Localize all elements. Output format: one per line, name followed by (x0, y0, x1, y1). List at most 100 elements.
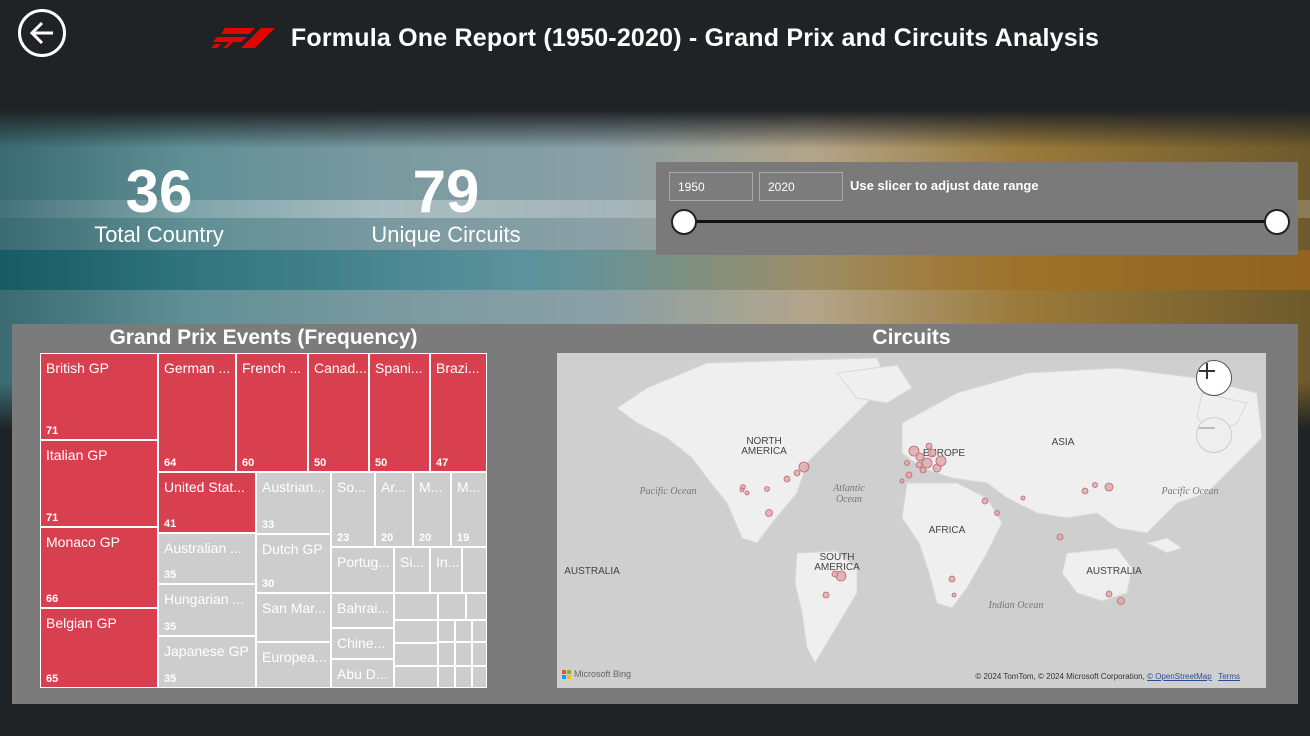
treemap-tile[interactable]: Canad... 50 (308, 353, 369, 472)
treemap-tile[interactable] (462, 547, 487, 593)
continent-label: AFRICA (928, 525, 966, 536)
tile-label: United Stat... (164, 479, 245, 495)
treemap-tile[interactable]: British GP 71 (40, 353, 158, 440)
tile-label: In... (436, 554, 460, 570)
treemap-tile[interactable]: United Stat... 41 (158, 472, 256, 533)
treemap-tile[interactable]: Austrian... 33 (256, 472, 331, 534)
tile-value: 71 (46, 512, 59, 524)
treemap-tile[interactable] (472, 642, 487, 666)
slider-start-handle[interactable] (671, 209, 697, 235)
kpi-value: 79 (412, 158, 480, 225)
treemap-tile[interactable]: Hungarian ... 35 (158, 584, 256, 636)
treemap-tile[interactable] (394, 593, 438, 620)
treemap-tile[interactable]: Belgian GP 65 (40, 608, 158, 688)
treemap-tile[interactable] (438, 666, 455, 688)
back-button[interactable] (18, 9, 66, 57)
bing-attribution: Microsoft Bing (562, 669, 631, 679)
treemap-tile[interactable] (438, 642, 455, 666)
tile-label: Bahrai... (337, 600, 390, 616)
ocean-label: Indian Ocean (988, 600, 1044, 611)
back-arrow-icon (29, 21, 53, 45)
tile-value: 30 (262, 578, 275, 590)
treemap-tile[interactable]: Spani... 50 (369, 353, 430, 472)
tile-label: French ... (242, 360, 302, 376)
treemap-tile[interactable] (394, 643, 438, 666)
tile-value: 19 (457, 532, 470, 544)
treemap-tile[interactable]: Brazi... 47 (430, 353, 487, 472)
kpi-value: 36 (125, 158, 193, 225)
tile-value: 71 (46, 425, 59, 437)
tile-label: So... (337, 479, 366, 495)
tile-value: 64 (164, 457, 177, 469)
treemap-tile[interactable] (438, 593, 466, 620)
treemap-tile[interactable]: In... (430, 547, 462, 593)
treemap-tile[interactable]: Bahrai... (331, 593, 394, 628)
treemap-tile[interactable] (394, 666, 438, 688)
zoom-out-button[interactable] (1196, 417, 1232, 453)
treemap-tile[interactable]: Chine... (331, 628, 394, 659)
tile-value: 47 (436, 457, 449, 469)
minus-icon (1199, 427, 1215, 429)
tile-label: Monaco GP (46, 534, 120, 550)
tile-label: Europea... (262, 649, 327, 665)
end-year-input[interactable]: 2020 (759, 172, 843, 201)
treemap-tile[interactable]: Australian ... 35 (158, 533, 256, 584)
continent-label: EUROPE (922, 448, 966, 459)
tile-value: 50 (314, 457, 327, 469)
kpi-label: Unique Circuits (371, 222, 521, 247)
treemap-tile[interactable]: Abu D... (331, 659, 394, 688)
continent-label: AUSTRALIA (1086, 566, 1142, 577)
treemap-tile[interactable] (455, 620, 472, 642)
treemap-tile[interactable] (455, 642, 472, 666)
tile-value: 66 (46, 593, 59, 605)
treemap-tile[interactable]: French ... 60 (236, 353, 308, 472)
treemap-tile[interactable]: Italian GP 71 (40, 440, 158, 527)
treemap-tile[interactable]: So... 23 (331, 472, 375, 547)
treemap-tile[interactable]: Si... (394, 547, 430, 593)
terms-link[interactable]: Terms (1218, 672, 1240, 681)
treemap-tile[interactable]: Japanese GP 35 (158, 636, 256, 688)
kpi-unique-circuits: 79 Unique Circuits (356, 162, 536, 248)
tile-value: 20 (381, 532, 394, 544)
start-year-input[interactable]: 1950 (669, 172, 753, 201)
ocean-label: Pacific Ocean (1161, 486, 1219, 497)
treemap-tile[interactable] (394, 620, 438, 643)
microsoft-logo-icon (562, 669, 571, 679)
continent-label: NORTH AMERICA (741, 436, 787, 457)
treemap-tile[interactable] (438, 620, 455, 642)
tile-value: 33 (262, 519, 275, 531)
page-header: Formula One Report (1950-2020) - Grand P… (0, 18, 1310, 58)
tile-value: 60 (242, 457, 255, 469)
treemap-tile[interactable]: German ... 64 (158, 353, 236, 472)
treemap-tile[interactable]: Monaco GP 66 (40, 527, 158, 608)
ocean-label: Pacific Ocean (639, 486, 697, 497)
treemap-tile[interactable] (455, 666, 472, 688)
treemap-tile[interactable]: M... 20 (413, 472, 451, 547)
treemap-tile[interactable]: Europea... (256, 642, 331, 688)
ocean-label: Atlantic Ocean (833, 483, 865, 505)
treemap-tile[interactable] (472, 666, 487, 688)
background-streak (0, 250, 1310, 290)
treemap-tile[interactable] (472, 620, 487, 642)
treemap-tile[interactable]: Portug... (331, 547, 394, 593)
tile-value: 50 (375, 457, 388, 469)
treemap-tile[interactable]: M... 19 (451, 472, 487, 547)
tile-label: Australian ... (164, 540, 242, 556)
treemap-tile[interactable]: San Mar... (256, 593, 331, 642)
treemap-tile[interactable]: Dutch GP 30 (256, 534, 331, 593)
slider-track[interactable] (684, 220, 1276, 223)
zoom-in-button[interactable] (1196, 360, 1232, 396)
slider-end-handle[interactable] (1264, 209, 1290, 235)
circuits-map[interactable]: NORTH AMERICA EUROPE ASIA AFRICA SOUTH A… (557, 353, 1266, 688)
treemap-tile[interactable]: Ar... 20 (375, 472, 413, 547)
openstreetmap-link[interactable]: © OpenStreetMap (1147, 672, 1212, 681)
treemap-title: Grand Prix Events (Frequency) (109, 326, 418, 349)
bing-label: Microsoft Bing (574, 669, 632, 679)
continent-label: SOUTH AMERICA (814, 552, 860, 573)
tile-value: 35 (164, 673, 177, 685)
tile-label: Hungarian ... (164, 591, 245, 607)
copyright-text: © 2024 TomTom, © 2024 Microsoft Corporat… (975, 672, 1145, 681)
continent-label: AUSTRALIA (564, 566, 620, 577)
treemap-tile[interactable] (466, 593, 487, 620)
tile-value: 65 (46, 673, 59, 685)
